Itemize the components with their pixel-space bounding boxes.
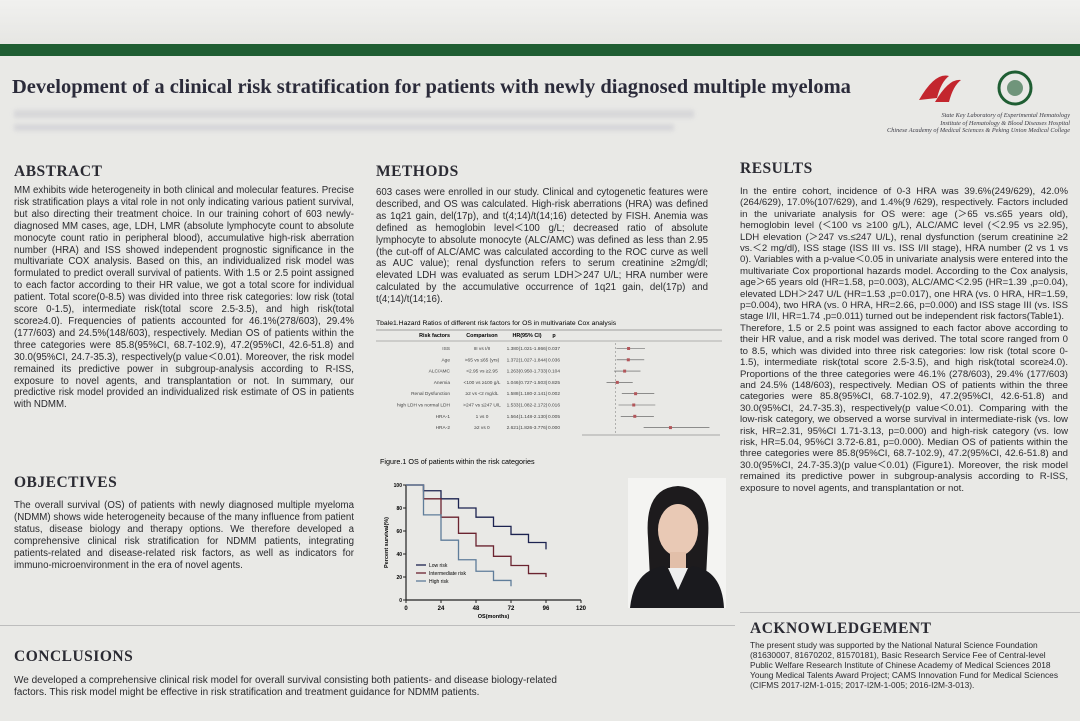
figure-title: Figure.1 OS of patients within the risk … — [380, 457, 535, 466]
table-header: Comparison — [466, 333, 497, 339]
author-photo — [628, 478, 726, 608]
top-band — [0, 0, 1080, 44]
methods-text: 603 cases were enrolled in our study. Cl… — [376, 187, 708, 306]
table-cell: Anemia — [434, 380, 451, 386]
heading: METHODS — [376, 163, 459, 180]
separator — [0, 625, 735, 626]
institution-line: Chinese Academy of Medical Sciences & Pe… — [887, 127, 1070, 135]
y-tick-label: 80 — [396, 506, 402, 512]
heading: CONCLUSIONS — [14, 648, 134, 665]
hr-point — [626, 358, 630, 362]
y-tick-label: 0 — [399, 598, 402, 604]
legend-label: Intermediate risk — [429, 571, 466, 577]
hr-point — [668, 426, 672, 430]
table-cell: <100 vs ≥100 g/L — [464, 380, 501, 386]
y-tick-label: 60 — [396, 529, 402, 535]
hazard-table: Tbale1.Hazard Ratios of different risk f… — [376, 320, 722, 436]
results-paragraph: Therefore, 1.5 or 2.5 point was assigned… — [740, 322, 1068, 494]
y-tick-label: 20 — [396, 575, 402, 581]
x-tick-label: 0 — [404, 606, 408, 612]
hr-point — [627, 347, 631, 350]
authors-blur — [14, 110, 694, 118]
table-cell: ALC/AMC — [429, 369, 451, 375]
table-cell: high LDH vs normal LDH — [397, 403, 451, 409]
table-cell: ≥2 vs 0 — [474, 425, 490, 431]
separator — [740, 612, 1080, 613]
table-cell: 0.016 — [548, 403, 560, 409]
table-cell: <2.95 vs ≥2.95 — [466, 369, 498, 375]
abstract-text: MM exhibits wide heterogeneity in both c… — [14, 185, 354, 411]
table-cell: III vs I/II — [474, 346, 491, 352]
y-axis-label: Percent survival(%) — [384, 517, 390, 568]
table-cell: 1.533(1.082-2.172) — [507, 403, 548, 409]
heading: OBJECTIVES — [14, 474, 118, 491]
y-tick-label: 100 — [394, 483, 403, 489]
x-tick-label: 72 — [508, 606, 515, 612]
survival-curve — [406, 484, 512, 587]
table-cell: 0.037 — [548, 346, 560, 352]
table-cell: Age — [441, 357, 450, 363]
table-cell: 1 vs 0 — [476, 414, 489, 420]
table-cell: ISS — [442, 346, 450, 352]
x-tick-label: 48 — [473, 606, 480, 612]
table-header: p — [552, 333, 556, 339]
table-cell: 0.000 — [548, 425, 560, 431]
hr-point — [632, 403, 636, 407]
institution: State Key Laboratory of Experimental Hem… — [880, 112, 1070, 135]
table-header: HR(95% CI) — [512, 333, 541, 339]
table-cell: Renal Dysfunction — [411, 391, 450, 397]
table-cell: 0.002 — [548, 391, 560, 397]
table-cell: 1.564(1.148-2.130) — [507, 414, 548, 420]
hr-point — [633, 414, 637, 418]
table-cell: 1.263(0.950-1.733) — [507, 369, 548, 375]
institution-line: Institute of Hematology & Blood Diseases… — [940, 119, 1070, 127]
km-figure: Figure.1 OS of patients within the risk … — [380, 457, 587, 620]
table-title: Tbale1.Hazard Ratios of different risk f… — [376, 320, 617, 327]
x-tick-label: 96 — [543, 606, 550, 612]
acknowledgement-text: The present study was supported by the N… — [750, 640, 1059, 690]
table-cell: 0.036 — [548, 357, 560, 363]
results-text: In the entire cohort, incidence of 0-3 H… — [740, 186, 1068, 494]
table-cell: 0.005 — [548, 414, 560, 420]
table-cell: 1.588(1.180-2.141) — [507, 391, 548, 397]
conclusions-text: We developed a comprehensive clinical ri… — [14, 675, 557, 698]
heading: RESULTS — [740, 160, 813, 177]
table-header: Risk factors — [419, 333, 450, 339]
table-cell: 1.380(1.021-1.866) — [507, 346, 548, 352]
table-cell: >247 vs ≤247 U/L — [463, 403, 501, 409]
table-cell: HRA-1 — [436, 414, 451, 420]
table-cell: 2.621(1.826-3.776) — [507, 425, 548, 431]
green-band — [0, 44, 1080, 56]
table-cell: ≥2 vs <2 mg/dL — [466, 391, 499, 397]
table-cell: HRA-2 — [436, 425, 451, 431]
heading: ABSTRACT — [14, 163, 103, 180]
x-axis-label: OS(months) — [478, 614, 510, 620]
institution-line: State Key Laboratory of Experimental Hem… — [941, 112, 1070, 119]
logos — [919, 70, 1033, 106]
table-cell: 1.046(0.727-1.503) — [507, 380, 548, 386]
legend-label: Low risk — [429, 563, 448, 569]
table-cell: 1.372(1.027-1.844) — [507, 357, 548, 363]
legend-label: High risk — [429, 579, 449, 585]
x-tick-label: 24 — [438, 606, 445, 612]
survival-curve — [406, 484, 547, 577]
table-cell: 0.825 — [548, 380, 560, 386]
hr-point — [623, 369, 627, 373]
objectives-text: The overall survival (OS) of patients wi… — [14, 500, 354, 571]
hr-point — [615, 380, 619, 384]
table-cell: >65 vs ≤65 (yrs) — [465, 357, 500, 363]
heading: ACKNOWLEDGEMENT — [750, 620, 932, 637]
y-tick-label: 40 — [396, 552, 402, 558]
x-tick-label: 120 — [576, 606, 587, 612]
authors-blur — [14, 124, 674, 131]
hr-point — [634, 392, 638, 396]
title: Development of a clinical risk stratific… — [12, 76, 851, 98]
table-cell: 0.104 — [548, 369, 560, 375]
results-paragraph: In the entire cohort, incidence of 0-3 H… — [740, 186, 1068, 323]
survival-curve — [406, 484, 547, 550]
